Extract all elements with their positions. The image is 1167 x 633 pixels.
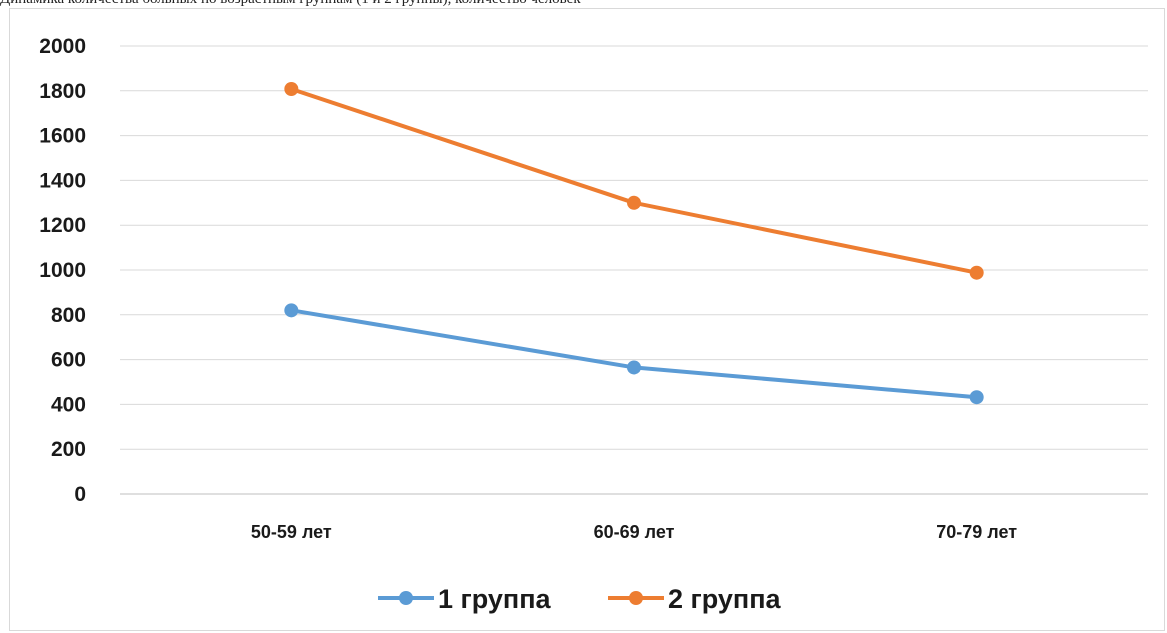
legend-label: 2 группа — [668, 584, 782, 614]
series-1 — [284, 303, 984, 405]
legend-marker — [399, 591, 413, 605]
series-2 — [284, 82, 984, 280]
gridlines — [120, 45, 1148, 450]
y-tick-label: 1400 — [39, 169, 86, 192]
x-axis-ticks: 50-59 лет 60-69 лет 70-79 лет — [251, 522, 1017, 542]
data-point — [969, 265, 984, 280]
y-tick-label: 1000 — [39, 259, 86, 282]
data-point — [627, 360, 641, 375]
chart-caption: Динамика количества больных по возрастны… — [0, 0, 1167, 9]
legend-marker — [629, 591, 643, 605]
y-tick-label: 1600 — [39, 125, 86, 148]
data-point — [284, 303, 299, 318]
data-point — [284, 82, 299, 97]
x-tick-label: 70-79 лет — [936, 522, 1017, 542]
legend-label: 1 группа — [438, 584, 552, 614]
legend: 1 группа 2 группа — [378, 584, 782, 614]
series-lines — [284, 82, 984, 405]
data-point — [627, 195, 641, 210]
y-tick-label: 0 — [74, 483, 86, 506]
y-tick-label: 1800 — [39, 80, 86, 103]
y-tick-label: 800 — [51, 304, 86, 327]
chart-frame — [9, 8, 1165, 631]
y-tick-label: 1200 — [39, 214, 86, 237]
y-tick-label: 400 — [51, 393, 86, 416]
y-tick-label: 2000 — [39, 35, 86, 58]
y-tick-label: 200 — [51, 438, 86, 461]
y-axis-ticks: 0 200 400 600 800 1000 1200 1400 1600 1800 2000 — [39, 35, 86, 506]
series-line — [289, 308, 979, 400]
x-tick-label: 50-59 лет — [251, 522, 332, 542]
x-tick-label: 60-69 лет — [594, 522, 675, 542]
y-tick-label: 600 — [51, 349, 86, 372]
data-point — [969, 390, 984, 405]
